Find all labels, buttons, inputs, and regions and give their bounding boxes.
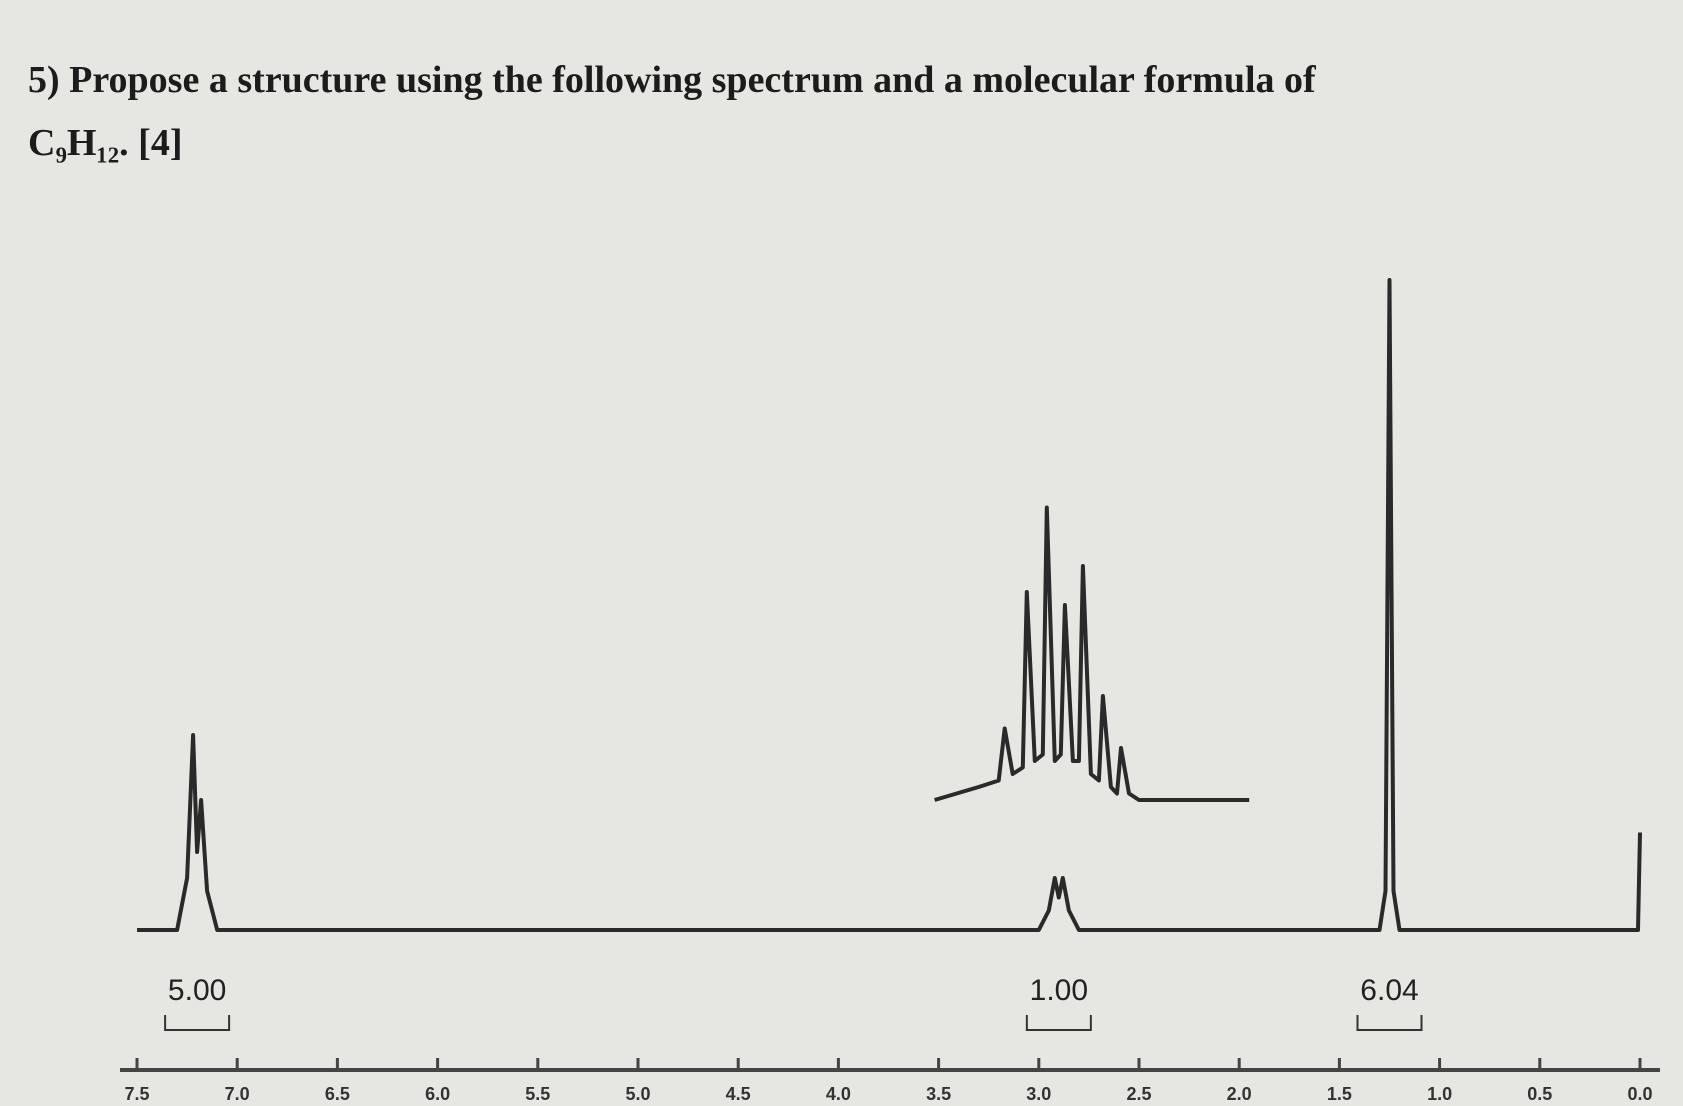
formula: C₉H₁₂. [4]: [28, 122, 183, 164]
x-tick-label: 1.5: [1327, 1084, 1352, 1104]
x-tick-label: 3.5: [926, 1084, 951, 1104]
question: 5) Propose a structure using the followi…: [28, 59, 1317, 101]
spectrum-line: [137, 278, 1642, 932]
x-tick-label: 5.0: [625, 1084, 650, 1104]
integral-bracket: [164, 1015, 231, 1031]
x-tick-label: 3.0: [1026, 1084, 1051, 1104]
spectrum-line: [934, 505, 1250, 802]
integral-label: 1.00: [1030, 974, 1088, 1007]
integral-bracket: [1356, 1015, 1423, 1031]
x-tick-label: 2.0: [1227, 1084, 1252, 1104]
x-tick-label: 6.0: [425, 1084, 450, 1104]
integral-label: 6.04: [1360, 974, 1418, 1007]
x-tick-label: 4.0: [826, 1084, 851, 1104]
x-tick-label: 0.5: [1527, 1084, 1552, 1104]
x-tick-label: 2.5: [1126, 1084, 1151, 1104]
x-tick-label: 4.5: [726, 1084, 751, 1104]
integral-bracket: [1025, 1015, 1092, 1031]
integral-label: 5.00: [168, 974, 226, 1007]
x-tick-label: 6.5: [325, 1084, 350, 1104]
x-tick-label: 7.0: [225, 1084, 250, 1104]
x-tick-label: 0.0: [1627, 1084, 1652, 1104]
x-tick-label: 5.5: [525, 1084, 550, 1104]
x-tick-label: 1.0: [1427, 1084, 1452, 1104]
x-tick-label: 7.5: [124, 1084, 149, 1104]
